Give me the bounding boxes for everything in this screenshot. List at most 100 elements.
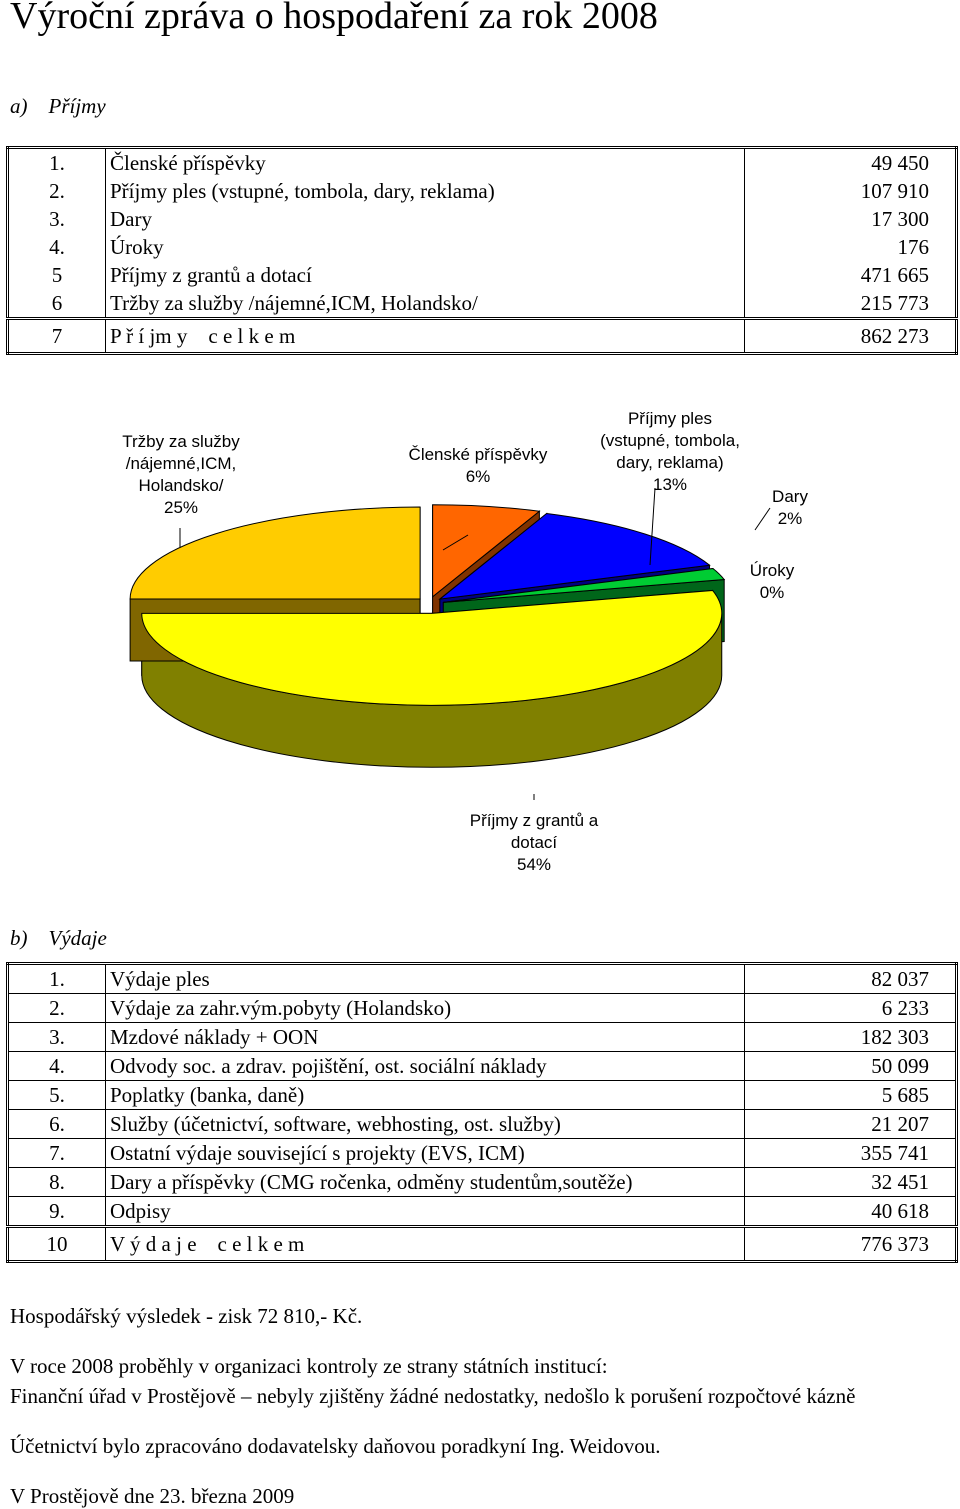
slice-percent: 2% bbox=[778, 509, 803, 528]
note: V Prostějově dne 23. března 2009 bbox=[10, 1484, 295, 1508]
table-cell: 215 773 bbox=[744, 289, 957, 319]
pie-chart: Členské příspěvky 6% Příjmy ples (vstupné, … bbox=[122, 409, 808, 874]
table-cell: 10 bbox=[7, 1225, 106, 1262]
table-cell: 3. bbox=[7, 1022, 106, 1052]
income-table: 1. Členské příspěvky 49 450 2. Příjmy ples (… bbox=[6, 146, 958, 355]
table-cell: 182 303 bbox=[744, 1022, 957, 1052]
table-cell: 5. bbox=[7, 1080, 106, 1110]
table-cell: 1. bbox=[7, 147, 106, 177]
table-row: 3. Mzdové náklady + OON 182 303 bbox=[7, 1022, 957, 1052]
slice-label: Příjmy ples (vstupné, tombola, dary, rekla… bbox=[600, 409, 740, 472]
table-cell: 355 741 bbox=[744, 1138, 957, 1168]
section-heading: b) Výdaje bbox=[10, 926, 107, 950]
table-row: 6. Služby (účetnictví, software, webhosti… bbox=[7, 1109, 957, 1139]
table-cell: Poplatky (banka, daně) bbox=[105, 1080, 745, 1110]
table-cell: 40 618 bbox=[744, 1196, 957, 1227]
pie-slice bbox=[141, 589, 723, 706]
table-cell: 5 685 bbox=[744, 1080, 957, 1110]
table-cell: 5 bbox=[7, 261, 106, 289]
slice-percent: 54% bbox=[517, 855, 551, 874]
table-cell: 6 bbox=[7, 289, 106, 319]
table-row: 6 Tržby za služby /nájemné,ICM, Holandsko… bbox=[7, 289, 957, 319]
note: Finanční úřad v Prostějově – nebyly zjiš… bbox=[10, 1384, 856, 1408]
table-cell: 49 450 bbox=[744, 147, 957, 177]
table-cell: 17 300 bbox=[744, 205, 957, 233]
table-cell: Výdaje za zahr.vým.pobyty (Holandsko) bbox=[105, 993, 745, 1023]
table-cell: 107 910 bbox=[744, 177, 957, 205]
table-cell: Odpisy bbox=[105, 1196, 745, 1227]
table-cell: 776 373 bbox=[744, 1225, 957, 1262]
pie-slice bbox=[129, 506, 421, 600]
table-cell: 2. bbox=[7, 177, 106, 205]
slice-percent: 0% bbox=[760, 583, 785, 602]
slice-label: Příjmy z grantů a dotací bbox=[470, 811, 599, 852]
section-heading: a) Příjmy bbox=[10, 94, 106, 118]
table-cell: 862 273 bbox=[744, 317, 957, 354]
table-cell: 6. bbox=[7, 1109, 106, 1139]
table-row: 4. Odvody soc. a zdrav. pojištění, ost. s… bbox=[7, 1051, 957, 1081]
table-row: 1. Výdaje ples 82 037 bbox=[7, 963, 957, 994]
table-cell: Tržby za služby /nájemné,ICM, Holandsko/ bbox=[110, 291, 478, 315]
table-cell: Odvody soc. a zdrav. pojištění, ost. soc… bbox=[105, 1051, 745, 1081]
note: Účetnictví bylo zpracováno dodavatelsky … bbox=[10, 1434, 661, 1458]
table-cell: 4. bbox=[7, 233, 106, 261]
table-row: 9. Odpisy 40 618 bbox=[7, 1196, 957, 1227]
table-cell: 176 bbox=[744, 233, 957, 261]
table-cell: 7. bbox=[7, 1138, 106, 1168]
table-cell: 32 451 bbox=[744, 1167, 957, 1197]
table-cell: Úroky bbox=[110, 235, 164, 259]
table-cell: 471 665 bbox=[744, 261, 957, 289]
slice-percent: 25% bbox=[164, 498, 198, 517]
table-cell: 2. bbox=[7, 993, 106, 1023]
table-row: 2. Příjmy ples (vstupné, tombola, dary, r… bbox=[7, 177, 957, 205]
table-row: 4. Úroky 176 bbox=[7, 233, 957, 261]
table-cell: 50 099 bbox=[744, 1051, 957, 1081]
note: V roce 2008 proběhly v organizaci kontro… bbox=[10, 1354, 608, 1378]
table-cell: 4. bbox=[7, 1051, 106, 1081]
title: Výroční zpráva o hospodaření za rok 2008 bbox=[10, 0, 658, 37]
table-row: 7. Ostatní výdaje související s projekty … bbox=[7, 1138, 957, 1168]
table-cell: 3. bbox=[7, 205, 106, 233]
table-cell: Ostatní výdaje související s projekty (E… bbox=[105, 1138, 745, 1168]
table-row: 2. Výdaje za zahr.vým.pobyty (Holandsko) 6… bbox=[7, 993, 957, 1023]
pie-tops bbox=[129, 504, 726, 706]
table-cell: 8. bbox=[7, 1167, 106, 1197]
table-cell: Příjmy z grantů a dotací bbox=[110, 263, 312, 287]
leader-line bbox=[649, 487, 656, 566]
slice-percent: 13% bbox=[653, 475, 687, 494]
leader-line bbox=[442, 534, 469, 551]
table-cell: V ý d a j e c e l k e m bbox=[105, 1225, 745, 1262]
pie-slice bbox=[432, 504, 541, 598]
table-cell: 1. bbox=[7, 963, 106, 994]
table-cell: 82 037 bbox=[744, 963, 957, 994]
table-cell: Mzdové náklady + OON bbox=[105, 1022, 745, 1052]
table-cell: 21 207 bbox=[744, 1109, 957, 1139]
pie-slice bbox=[443, 568, 726, 603]
slice-label: Tržby za služby/nájemné,ICM, Holandsko/ bbox=[122, 432, 240, 495]
slice-label: Dary bbox=[772, 487, 808, 506]
pie-slice bbox=[438, 512, 711, 600]
table-cell: Příjmy ples (vstupné, tombola, dary, rek… bbox=[110, 179, 495, 203]
table-row: 5 Příjmy z grantů a dotací 471 665 bbox=[7, 261, 957, 289]
slice-label: Úroky bbox=[750, 561, 795, 580]
table-cell: 6 233 bbox=[744, 993, 957, 1023]
table-cell: 9. bbox=[7, 1196, 106, 1227]
table-cell: P ř í jm y c e l k e m bbox=[105, 317, 745, 354]
expense-table: 1. Výdaje ples 82 037 2. Výdaje za zahr.vým.… bbox=[6, 962, 958, 1263]
table-cell: Dary a příspěvky (CMG ročenka, odměny st… bbox=[105, 1167, 745, 1197]
slice-percent: 6% bbox=[466, 467, 491, 486]
table-row: 10 V ý d a j e c e l k e m 776 373 bbox=[7, 1225, 957, 1262]
note: Hospodářský výsledek - zisk 72 810,- Kč. bbox=[10, 1304, 363, 1328]
table-row: 8. Dary a příspěvky (CMG ročenka, odměny … bbox=[7, 1167, 957, 1197]
table-cell: Členské příspěvky bbox=[110, 151, 266, 175]
table-row: 5. Poplatky (banka, daně) 5 685 bbox=[7, 1080, 957, 1110]
table-row: 3. Dary 17 300 bbox=[7, 205, 957, 233]
table-cell: 7 bbox=[7, 317, 106, 354]
leader-line bbox=[754, 507, 771, 531]
table-cell: Výdaje ples bbox=[105, 963, 745, 994]
table-row: 1. Členské příspěvky 49 450 bbox=[7, 147, 957, 177]
table-cell: Dary bbox=[110, 207, 152, 231]
table-cell: Služby (účetnictví, software, webhosting… bbox=[105, 1109, 745, 1139]
